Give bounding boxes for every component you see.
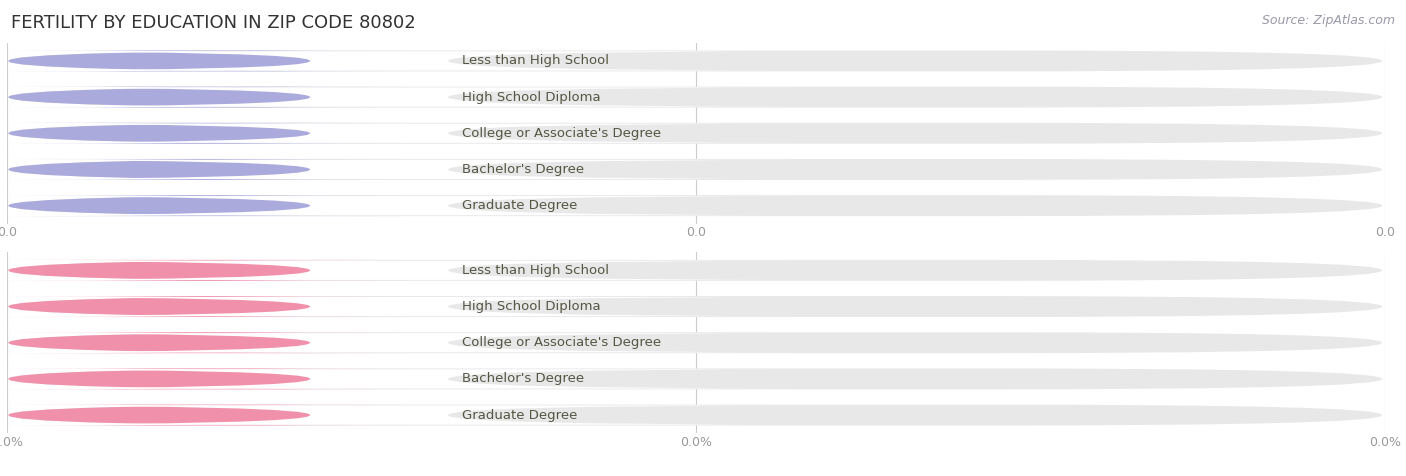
Text: 0.0%: 0.0%	[339, 408, 371, 422]
Text: Graduate Degree: Graduate Degree	[461, 408, 576, 422]
FancyBboxPatch shape	[8, 368, 1382, 389]
FancyBboxPatch shape	[1, 368, 408, 389]
Text: 0.0%: 0.0%	[339, 264, 371, 277]
FancyBboxPatch shape	[0, 369, 813, 388]
Text: High School Diploma: High School Diploma	[461, 90, 600, 104]
Text: 0.0: 0.0	[344, 127, 366, 140]
Text: Less than High School: Less than High School	[461, 264, 609, 277]
Text: 0.0: 0.0	[344, 54, 366, 68]
FancyBboxPatch shape	[8, 296, 1382, 317]
FancyBboxPatch shape	[1, 296, 408, 317]
Text: 0.0: 0.0	[344, 163, 366, 176]
FancyBboxPatch shape	[0, 406, 813, 425]
FancyBboxPatch shape	[8, 87, 1382, 108]
FancyBboxPatch shape	[8, 260, 1382, 281]
FancyBboxPatch shape	[0, 160, 813, 179]
FancyBboxPatch shape	[8, 195, 1382, 216]
FancyBboxPatch shape	[8, 159, 1382, 180]
FancyBboxPatch shape	[0, 297, 813, 316]
FancyBboxPatch shape	[1, 159, 408, 180]
FancyBboxPatch shape	[0, 261, 813, 280]
FancyBboxPatch shape	[1, 87, 408, 108]
FancyBboxPatch shape	[0, 333, 813, 352]
FancyBboxPatch shape	[1, 50, 408, 71]
FancyBboxPatch shape	[1, 405, 408, 426]
Text: High School Diploma: High School Diploma	[461, 300, 600, 313]
FancyBboxPatch shape	[0, 51, 813, 70]
Text: 0.0%: 0.0%	[339, 372, 371, 386]
Text: 0.0: 0.0	[344, 199, 366, 212]
FancyBboxPatch shape	[1, 195, 408, 216]
Text: Bachelor's Degree: Bachelor's Degree	[461, 372, 583, 386]
FancyBboxPatch shape	[8, 332, 1382, 353]
Text: 0.0%: 0.0%	[339, 336, 371, 349]
Text: 0.0%: 0.0%	[339, 300, 371, 313]
Text: Bachelor's Degree: Bachelor's Degree	[461, 163, 583, 176]
FancyBboxPatch shape	[1, 123, 408, 144]
Text: College or Associate's Degree: College or Associate's Degree	[461, 127, 661, 140]
Text: Graduate Degree: Graduate Degree	[461, 199, 576, 212]
FancyBboxPatch shape	[0, 124, 813, 143]
Text: Less than High School: Less than High School	[461, 54, 609, 68]
Text: 0.0: 0.0	[344, 90, 366, 104]
FancyBboxPatch shape	[1, 332, 408, 353]
FancyBboxPatch shape	[0, 88, 813, 107]
Text: College or Associate's Degree: College or Associate's Degree	[461, 336, 661, 349]
FancyBboxPatch shape	[8, 50, 1382, 71]
FancyBboxPatch shape	[8, 405, 1382, 426]
Text: Source: ZipAtlas.com: Source: ZipAtlas.com	[1261, 14, 1395, 27]
FancyBboxPatch shape	[0, 196, 813, 215]
FancyBboxPatch shape	[1, 260, 408, 281]
Text: FERTILITY BY EDUCATION IN ZIP CODE 80802: FERTILITY BY EDUCATION IN ZIP CODE 80802	[11, 14, 416, 32]
FancyBboxPatch shape	[8, 123, 1382, 144]
